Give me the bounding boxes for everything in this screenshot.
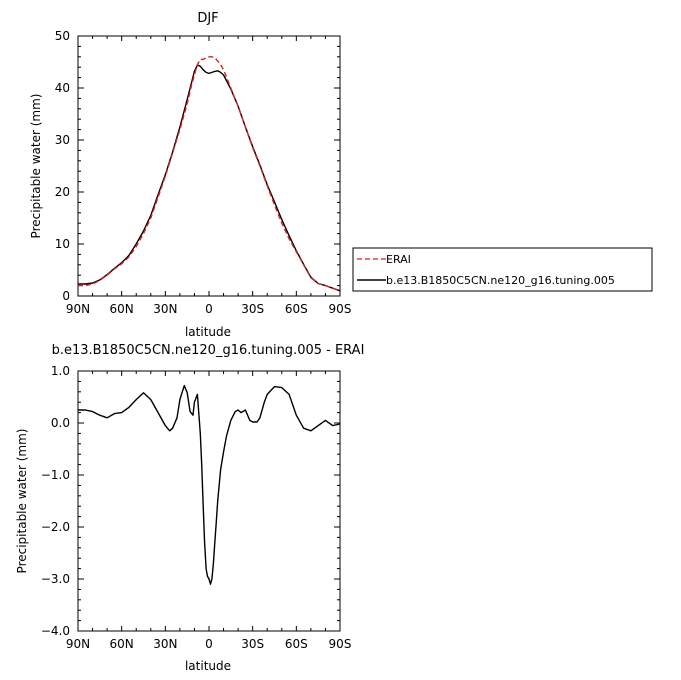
top-x-tick-label: 30N (153, 302, 177, 316)
bottom-x-tick-label: 60S (285, 637, 308, 651)
top-y-tick-label: 50 (55, 29, 70, 43)
top-chart-title: DJF (197, 11, 218, 26)
top-x-tick-label: 60N (110, 302, 134, 316)
bottom-x-tick-label: 30N (153, 637, 177, 651)
top-series-line-1 (78, 64, 341, 292)
legend-label-model: b.e13.B1850C5CN.ne120_g16.tuning.005 (386, 274, 615, 287)
bottom-y-tick-label: −3.0 (41, 572, 70, 586)
bottom-series-line-0 (78, 384, 341, 585)
bottom-y-tick-label: −2.0 (41, 520, 70, 534)
legend: ERAI b.e13.B1850C5CN.ne120_g16.tuning.00… (352, 247, 653, 292)
bottom-y-tick-label: 1.0 (51, 364, 70, 378)
bottom-x-tick-label: 60N (110, 637, 134, 651)
top-y-tick-label: 30 (55, 133, 70, 147)
bottom-y-tick-label: 0.0 (51, 416, 70, 430)
top-plot-frame (77, 35, 341, 297)
top-series-line-0 (78, 56, 341, 292)
bottom-chart-y-axis-label: Precipitable water (mm) (15, 429, 29, 574)
panel-top-chart: DJF Precipitable water (mm) latitude 90N… (29, 11, 351, 339)
top-y-tick-label: 40 (55, 81, 70, 95)
bottom-chart-x-axis-label: latitude (185, 659, 231, 673)
top-y-tick-label: 20 (55, 185, 70, 199)
legend-label-erai: ERAI (386, 253, 411, 266)
top-x-tick-label: 30S (241, 302, 264, 316)
top-plot-area: 90N 60N 30N 0 30S 60S 90S 0 10 20 30 40 50 (55, 29, 352, 316)
legend-box (352, 247, 653, 292)
bottom-x-tick-label: 90S (329, 637, 352, 651)
top-y-tick-label: 0 (62, 289, 70, 303)
top-x-tick-label: 90N (66, 302, 90, 316)
bottom-x-tick-label: 30S (241, 637, 264, 651)
top-x-tick-label: 0 (205, 302, 213, 316)
bottom-y-tick-label: −1.0 (41, 468, 70, 482)
top-x-tick-label: 60S (285, 302, 308, 316)
bottom-chart-title: b.e13.B1850C5CN.ne120_g16.tuning.005 - E… (52, 343, 365, 358)
bottom-plot-frame (77, 370, 341, 632)
top-x-tick-label: 90S (329, 302, 352, 316)
bottom-y-tick-label: −4.0 (41, 624, 70, 638)
top-chart-x-axis-label: latitude (185, 325, 231, 339)
bottom-plot-area: 90N 60N 30N 0 30S 60S 90S −4.0 −3.0 −2.0 −1.0 0.0 1.… (41, 364, 352, 651)
bottom-x-tick-label: 90N (66, 637, 90, 651)
top-y-tick-label: 10 (55, 237, 70, 251)
panel-bottom-chart: b.e13.B1850C5CN.ne120_g16.tuning.005 - E… (15, 343, 364, 673)
bottom-x-tick-label: 0 (205, 637, 213, 651)
top-chart-y-axis-label: Precipitable water (mm) (29, 94, 43, 239)
